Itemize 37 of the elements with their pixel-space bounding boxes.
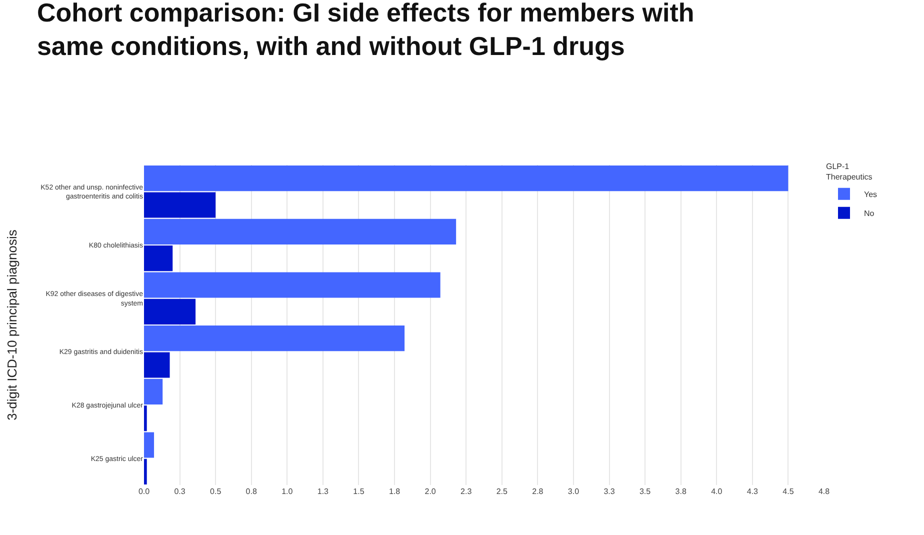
x-tick-label: 0.8 xyxy=(246,487,258,496)
x-tick-label: 4.0 xyxy=(711,487,723,496)
bar xyxy=(144,218,456,244)
bar xyxy=(144,246,173,272)
x-tick-label: 0.0 xyxy=(138,487,150,496)
bar xyxy=(144,192,216,218)
chart-title: Cohort comparison: GI side effects for members with same conditions, with and without GLP-1 drugs xyxy=(36,0,694,62)
bar xyxy=(144,432,154,458)
bar xyxy=(144,166,788,192)
x-tick-label: 3.5 xyxy=(639,487,652,496)
x-tick-label: 3.3 xyxy=(604,487,616,496)
x-tick-label: 2.8 xyxy=(532,487,544,496)
x-tick-label: 0.5 xyxy=(210,487,222,496)
bar xyxy=(144,406,147,432)
x-tick-label: 3.0 xyxy=(568,487,580,496)
x-tick-label: 2.0 xyxy=(424,487,436,496)
bar xyxy=(144,352,170,378)
x-tick-label: 4.3 xyxy=(746,487,759,496)
bar xyxy=(144,272,440,298)
x-tick-label: 3.8 xyxy=(675,487,687,496)
legend-title: GLP-1 Therapeutics xyxy=(826,162,872,182)
x-tick-label: 1.5 xyxy=(353,487,365,496)
y-axis-title: 3-digit ICD-10 principal piagnosis xyxy=(4,229,20,420)
bar xyxy=(144,458,147,484)
x-tick-label: 2.3 xyxy=(460,487,472,496)
x-tick-label: 0.3 xyxy=(174,487,186,496)
bar xyxy=(144,378,163,404)
x-tick-label: 1.3 xyxy=(317,487,330,496)
x-tick-label: 1.0 xyxy=(282,487,294,496)
bar xyxy=(144,326,405,352)
x-tick-label: 4.8 xyxy=(818,487,830,496)
x-tick-label: 1.8 xyxy=(388,487,401,496)
legend-label: Yes xyxy=(864,190,878,200)
legend-label: No xyxy=(864,209,875,218)
x-tick-label: 4.5 xyxy=(782,487,794,496)
x-tick-label: 2.5 xyxy=(496,487,508,496)
bar xyxy=(144,298,196,324)
